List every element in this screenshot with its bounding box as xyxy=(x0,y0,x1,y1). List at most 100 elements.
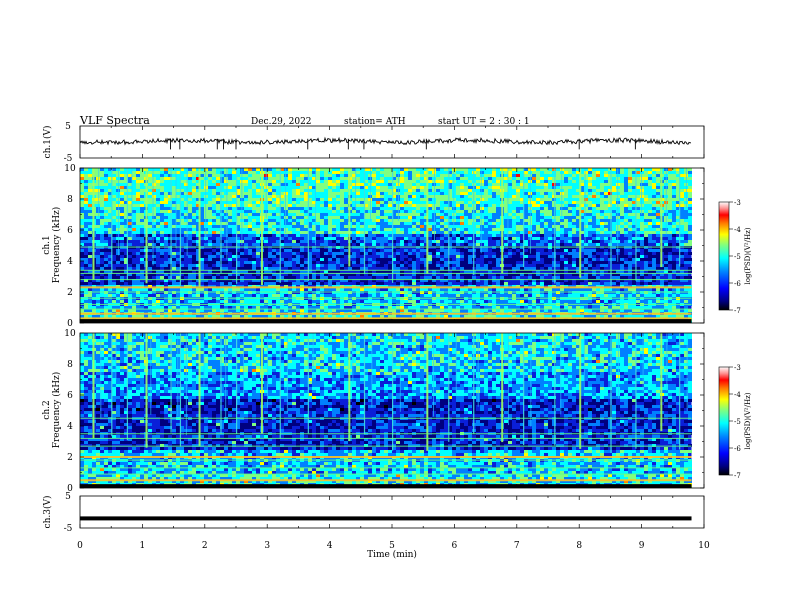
sferic-streak xyxy=(145,333,148,448)
narrowband-line xyxy=(80,467,692,469)
sferic-streak xyxy=(433,333,434,417)
sferic-streak xyxy=(392,168,394,283)
narrowband-line xyxy=(80,303,692,305)
y-tick-label: -5 xyxy=(64,524,73,534)
sferic-streak xyxy=(355,168,357,210)
sferic-streak xyxy=(477,333,479,407)
x-tick-label: 5 xyxy=(389,541,395,551)
sferic-streak xyxy=(145,168,148,284)
sferic-streak xyxy=(352,333,354,384)
sferic-streak xyxy=(642,333,644,392)
sferic-streak xyxy=(635,333,637,449)
colorbar-tick-label: -4 xyxy=(734,226,741,234)
sferic-streak xyxy=(523,168,525,268)
narrowband-line xyxy=(80,312,692,315)
sferic-streak xyxy=(507,168,509,244)
y-tick-label: 2 xyxy=(67,288,73,298)
narrowband-line xyxy=(80,317,692,320)
y-tick-label: 6 xyxy=(67,226,73,236)
sferic-streak xyxy=(170,168,172,281)
sferic-streak xyxy=(426,168,429,274)
sferic-streak xyxy=(397,168,399,222)
ch1-colorbar-label: log(PSD)(V²/Hz) xyxy=(744,227,752,284)
sferic-streak xyxy=(152,168,154,266)
sferic-streak xyxy=(111,168,113,274)
sferic-streak xyxy=(186,168,188,256)
narrowband-line xyxy=(80,473,692,475)
sferic-streak xyxy=(92,333,95,439)
sferic-streak xyxy=(98,168,100,218)
ch1-spectrogram-ylabel-line2: Frequency (kHz) xyxy=(51,207,62,284)
sferic-streak xyxy=(453,168,455,236)
narrowband-line xyxy=(80,456,692,458)
narrowband-line xyxy=(80,445,692,447)
ch3-waveform-panel xyxy=(80,516,692,521)
narrowband-line xyxy=(80,297,692,299)
x-tick-label: 0 xyxy=(77,541,83,551)
sferic-streak xyxy=(205,168,207,241)
y-tick-label: 10 xyxy=(64,329,76,339)
narrowband-line xyxy=(80,479,692,482)
y-tick-label: 0 xyxy=(67,319,73,329)
y-tick-label: 5 xyxy=(65,122,71,132)
narrowband-line xyxy=(80,459,692,461)
sferic-streak xyxy=(260,333,263,434)
colorbar-tick-label: -6 xyxy=(734,445,741,453)
sferic-streak xyxy=(617,168,619,262)
ch1-waveform-ylabel: ch.1(V) xyxy=(42,126,53,159)
sferic-streak xyxy=(126,333,128,441)
sferic-streak xyxy=(686,333,688,411)
narrowband-line xyxy=(80,286,692,289)
sferic-streak xyxy=(118,168,120,256)
y-tick-label: 8 xyxy=(67,360,73,370)
sferic-streak xyxy=(371,333,373,408)
sferic-streak xyxy=(260,168,263,286)
sferic-streak xyxy=(220,168,222,274)
sferic-streak xyxy=(348,168,351,267)
sferic-streak xyxy=(618,333,620,399)
narrowband-line xyxy=(80,279,692,281)
x-tick-label: 1 xyxy=(140,541,146,551)
sferic-streak xyxy=(285,168,286,233)
sferic-streak xyxy=(480,168,482,254)
sferic-streak xyxy=(530,333,532,427)
sferic-streak xyxy=(198,168,201,287)
ch1-waveform-trace xyxy=(80,136,692,146)
x-tick-label: 7 xyxy=(514,541,520,551)
x-tick-label: 2 xyxy=(202,541,208,551)
sferic-streak xyxy=(177,333,179,417)
sferic-streak xyxy=(448,333,450,442)
y-tick-label: 10 xyxy=(64,164,76,174)
sferic-streak xyxy=(679,168,681,267)
colorbar-tick-label: -3 xyxy=(734,199,741,207)
sferic-streak xyxy=(312,333,314,380)
y-tick-label: 0 xyxy=(67,484,73,494)
x-tick-label: 4 xyxy=(327,541,333,551)
sferic-streak xyxy=(666,333,668,391)
y-tick-label: -5 xyxy=(64,154,73,164)
ch2-colorbar: -3 -4 -5 -6 -7 log(PSD)(V²/Hz) xyxy=(718,364,752,480)
sferic-streak xyxy=(348,333,351,442)
sferic-streak xyxy=(363,168,366,275)
sferic-streak xyxy=(203,333,205,386)
sferic-streak xyxy=(226,168,228,260)
x-tick-label: 8 xyxy=(576,541,582,551)
sferic-streak xyxy=(426,333,429,451)
sferic-streak xyxy=(267,333,268,408)
y-tick-label: 6 xyxy=(67,391,73,401)
sferic-streak xyxy=(179,333,182,447)
sferic-streak xyxy=(579,168,582,278)
sferic-streak xyxy=(100,333,102,418)
sferic-streak xyxy=(225,333,227,420)
sferic-streak xyxy=(665,168,667,235)
sferic-streak xyxy=(185,333,187,436)
sferic-streak xyxy=(554,333,556,446)
sferic-streak xyxy=(560,333,562,415)
colorbar-tick-label: -6 xyxy=(734,280,741,288)
sferic-streak xyxy=(126,168,128,281)
sferic-streak xyxy=(92,168,95,280)
ch2-spectrogram-ylabel-line2: Frequency (kHz) xyxy=(51,372,62,449)
sferic-streak xyxy=(392,333,394,451)
x-tick-label: 6 xyxy=(452,541,458,551)
